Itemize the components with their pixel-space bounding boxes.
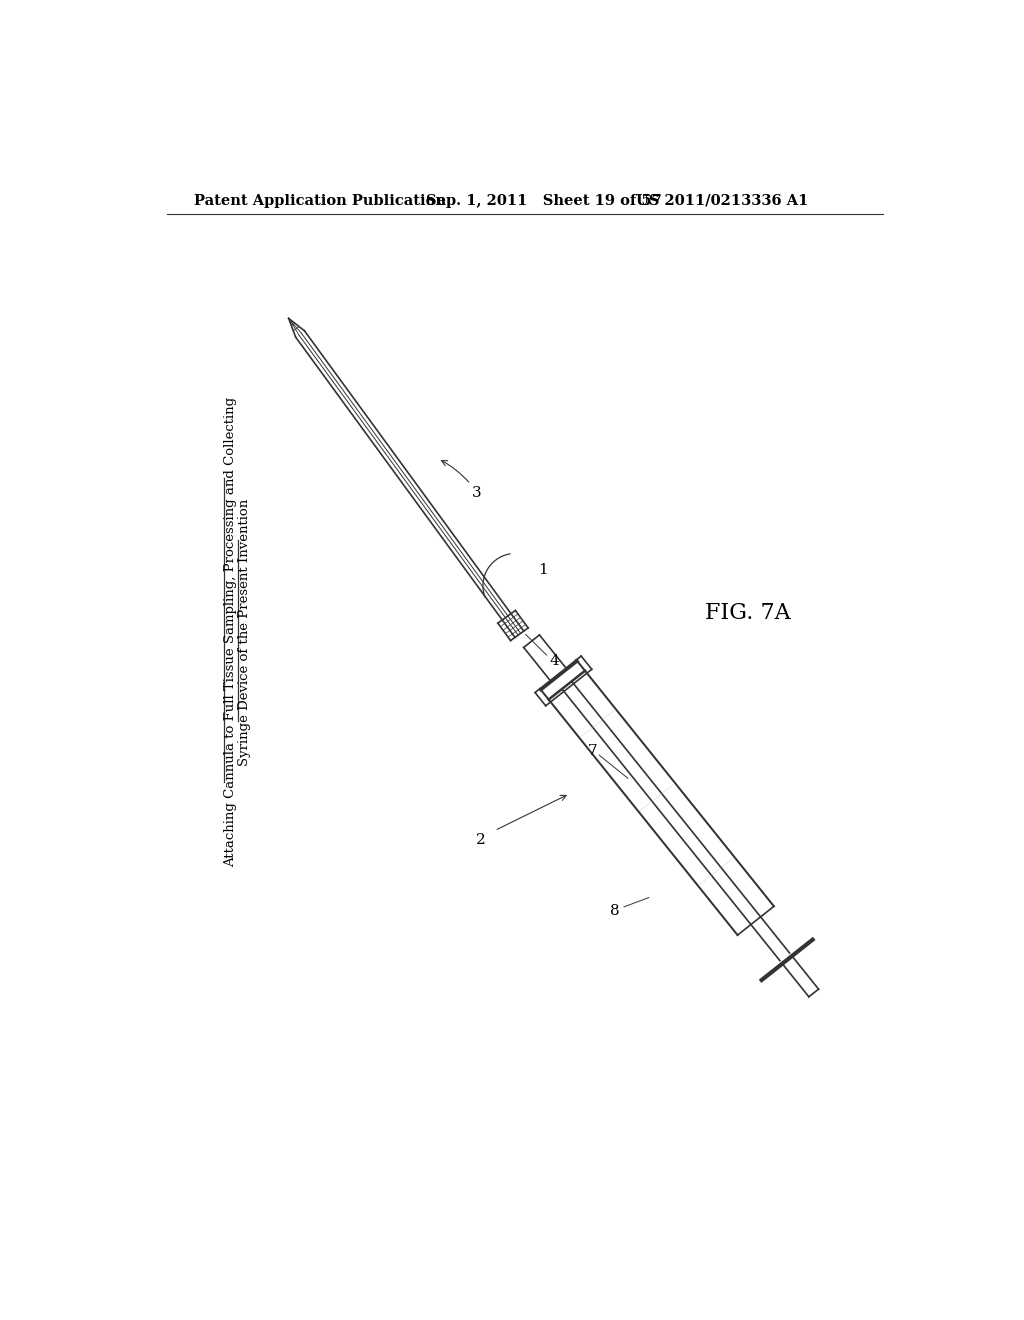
Text: Syringe Device of the Present Invention: Syringe Device of the Present Invention xyxy=(238,499,251,766)
Text: 2: 2 xyxy=(476,833,485,847)
Text: 3: 3 xyxy=(472,486,481,500)
Text: 4: 4 xyxy=(549,655,559,668)
Text: Sep. 1, 2011   Sheet 19 of 57: Sep. 1, 2011 Sheet 19 of 57 xyxy=(426,194,663,207)
Text: Attaching Cannula to Full Tissue Sampling, Processing and Collecting: Attaching Cannula to Full Tissue Samplin… xyxy=(224,397,237,867)
Text: 1: 1 xyxy=(538,564,548,577)
Text: Patent Application Publication: Patent Application Publication xyxy=(194,194,445,207)
Text: FIG. 7A: FIG. 7A xyxy=(706,602,791,624)
Text: US 2011/0213336 A1: US 2011/0213336 A1 xyxy=(636,194,808,207)
Text: 8: 8 xyxy=(610,904,620,919)
Text: 7: 7 xyxy=(588,744,598,758)
